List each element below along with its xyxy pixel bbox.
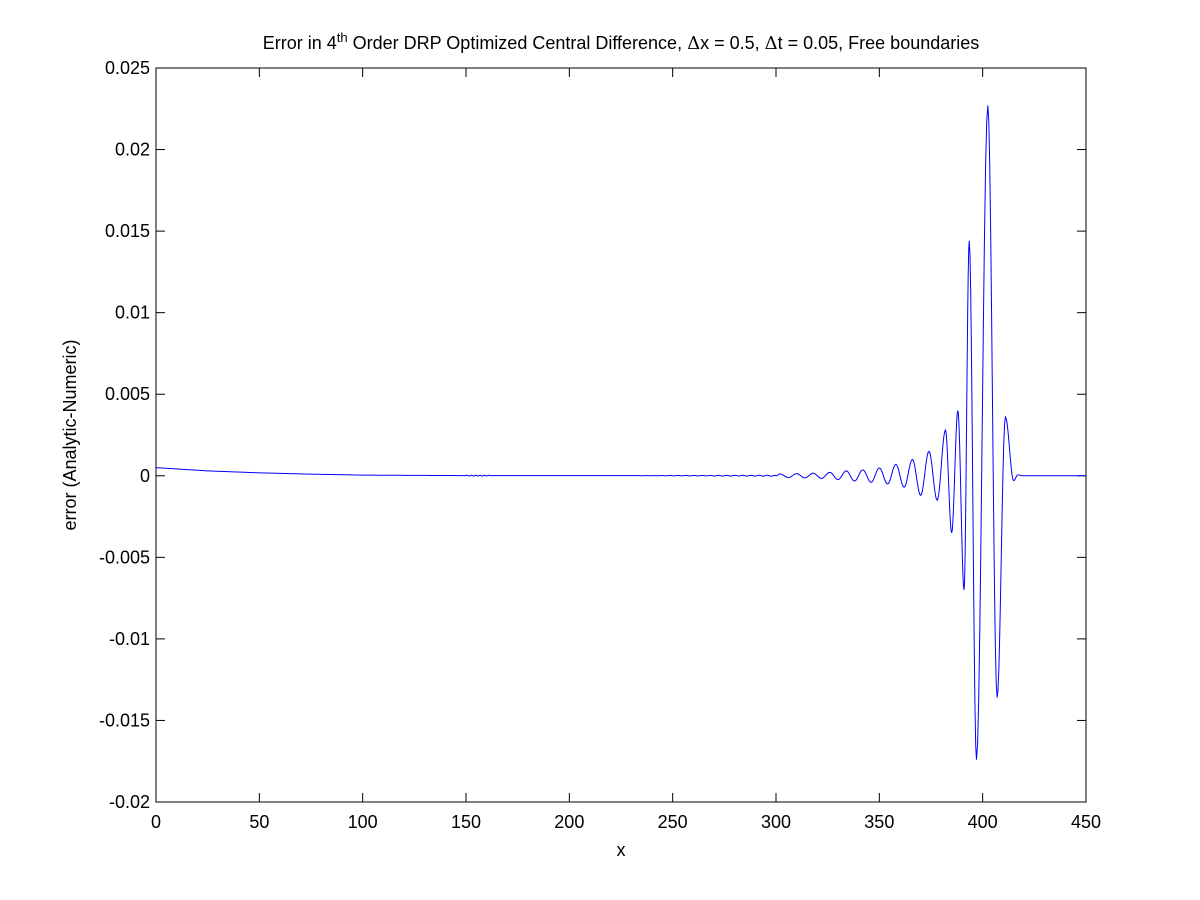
x-tick-label: 100 (348, 812, 378, 832)
x-tick-labels: 0 50 100 150 200 250 300 350 400 450 (151, 812, 1101, 832)
title-superscript: th (337, 30, 348, 45)
y-tick-label: -0.02 (109, 792, 150, 812)
x-axis-label: x (617, 840, 626, 860)
y-ticks (156, 67, 1086, 803)
x-tick-label: 0 (151, 812, 161, 832)
x-tick-label: 200 (554, 812, 584, 832)
x-ticks (155, 68, 1087, 802)
y-tick-label: -0.015 (99, 710, 150, 730)
y-tick-label: 0.015 (105, 221, 150, 241)
plot-area (155, 67, 1087, 803)
y-tick-label: 0.01 (115, 303, 150, 323)
x-tick-label: 350 (864, 812, 894, 832)
x-tick-label: 50 (249, 812, 269, 832)
chart-title: Error in 4th Order DRP Optimized Central… (263, 30, 980, 54)
title-dx-symbol: Δ (687, 33, 700, 54)
title-dt-text: t = 0.05, Free boundaries (778, 33, 980, 53)
y-tick-label: -0.005 (99, 547, 150, 567)
y-tick-label: -0.01 (109, 629, 150, 649)
x-tick-label: 450 (1071, 812, 1101, 832)
title-suffix: Order DRP Optimized Central Difference, (348, 33, 687, 53)
x-tick-label: 300 (761, 812, 791, 832)
y-tick-label: 0.025 (105, 58, 150, 78)
y-tick-label: 0.005 (105, 384, 150, 404)
title-dx-text: x = 0.5, (700, 33, 765, 53)
y-tick-label: 0 (140, 466, 150, 486)
x-tick-label: 150 (451, 812, 481, 832)
y-tick-label: 0.02 (115, 140, 150, 160)
y-axis-label: error (Analytic-Numeric) (60, 339, 80, 530)
x-tick-label: 400 (968, 812, 998, 832)
title-dt-symbol: Δ (765, 33, 778, 54)
y-tick-labels: -0.02 -0.015 -0.01 -0.005 0 0.005 0.01 0.015 0.0… (99, 58, 150, 812)
series-line-error (155, 105, 1086, 760)
x-tick-label: 250 (658, 812, 688, 832)
title-prefix: Error in 4 (263, 33, 337, 53)
